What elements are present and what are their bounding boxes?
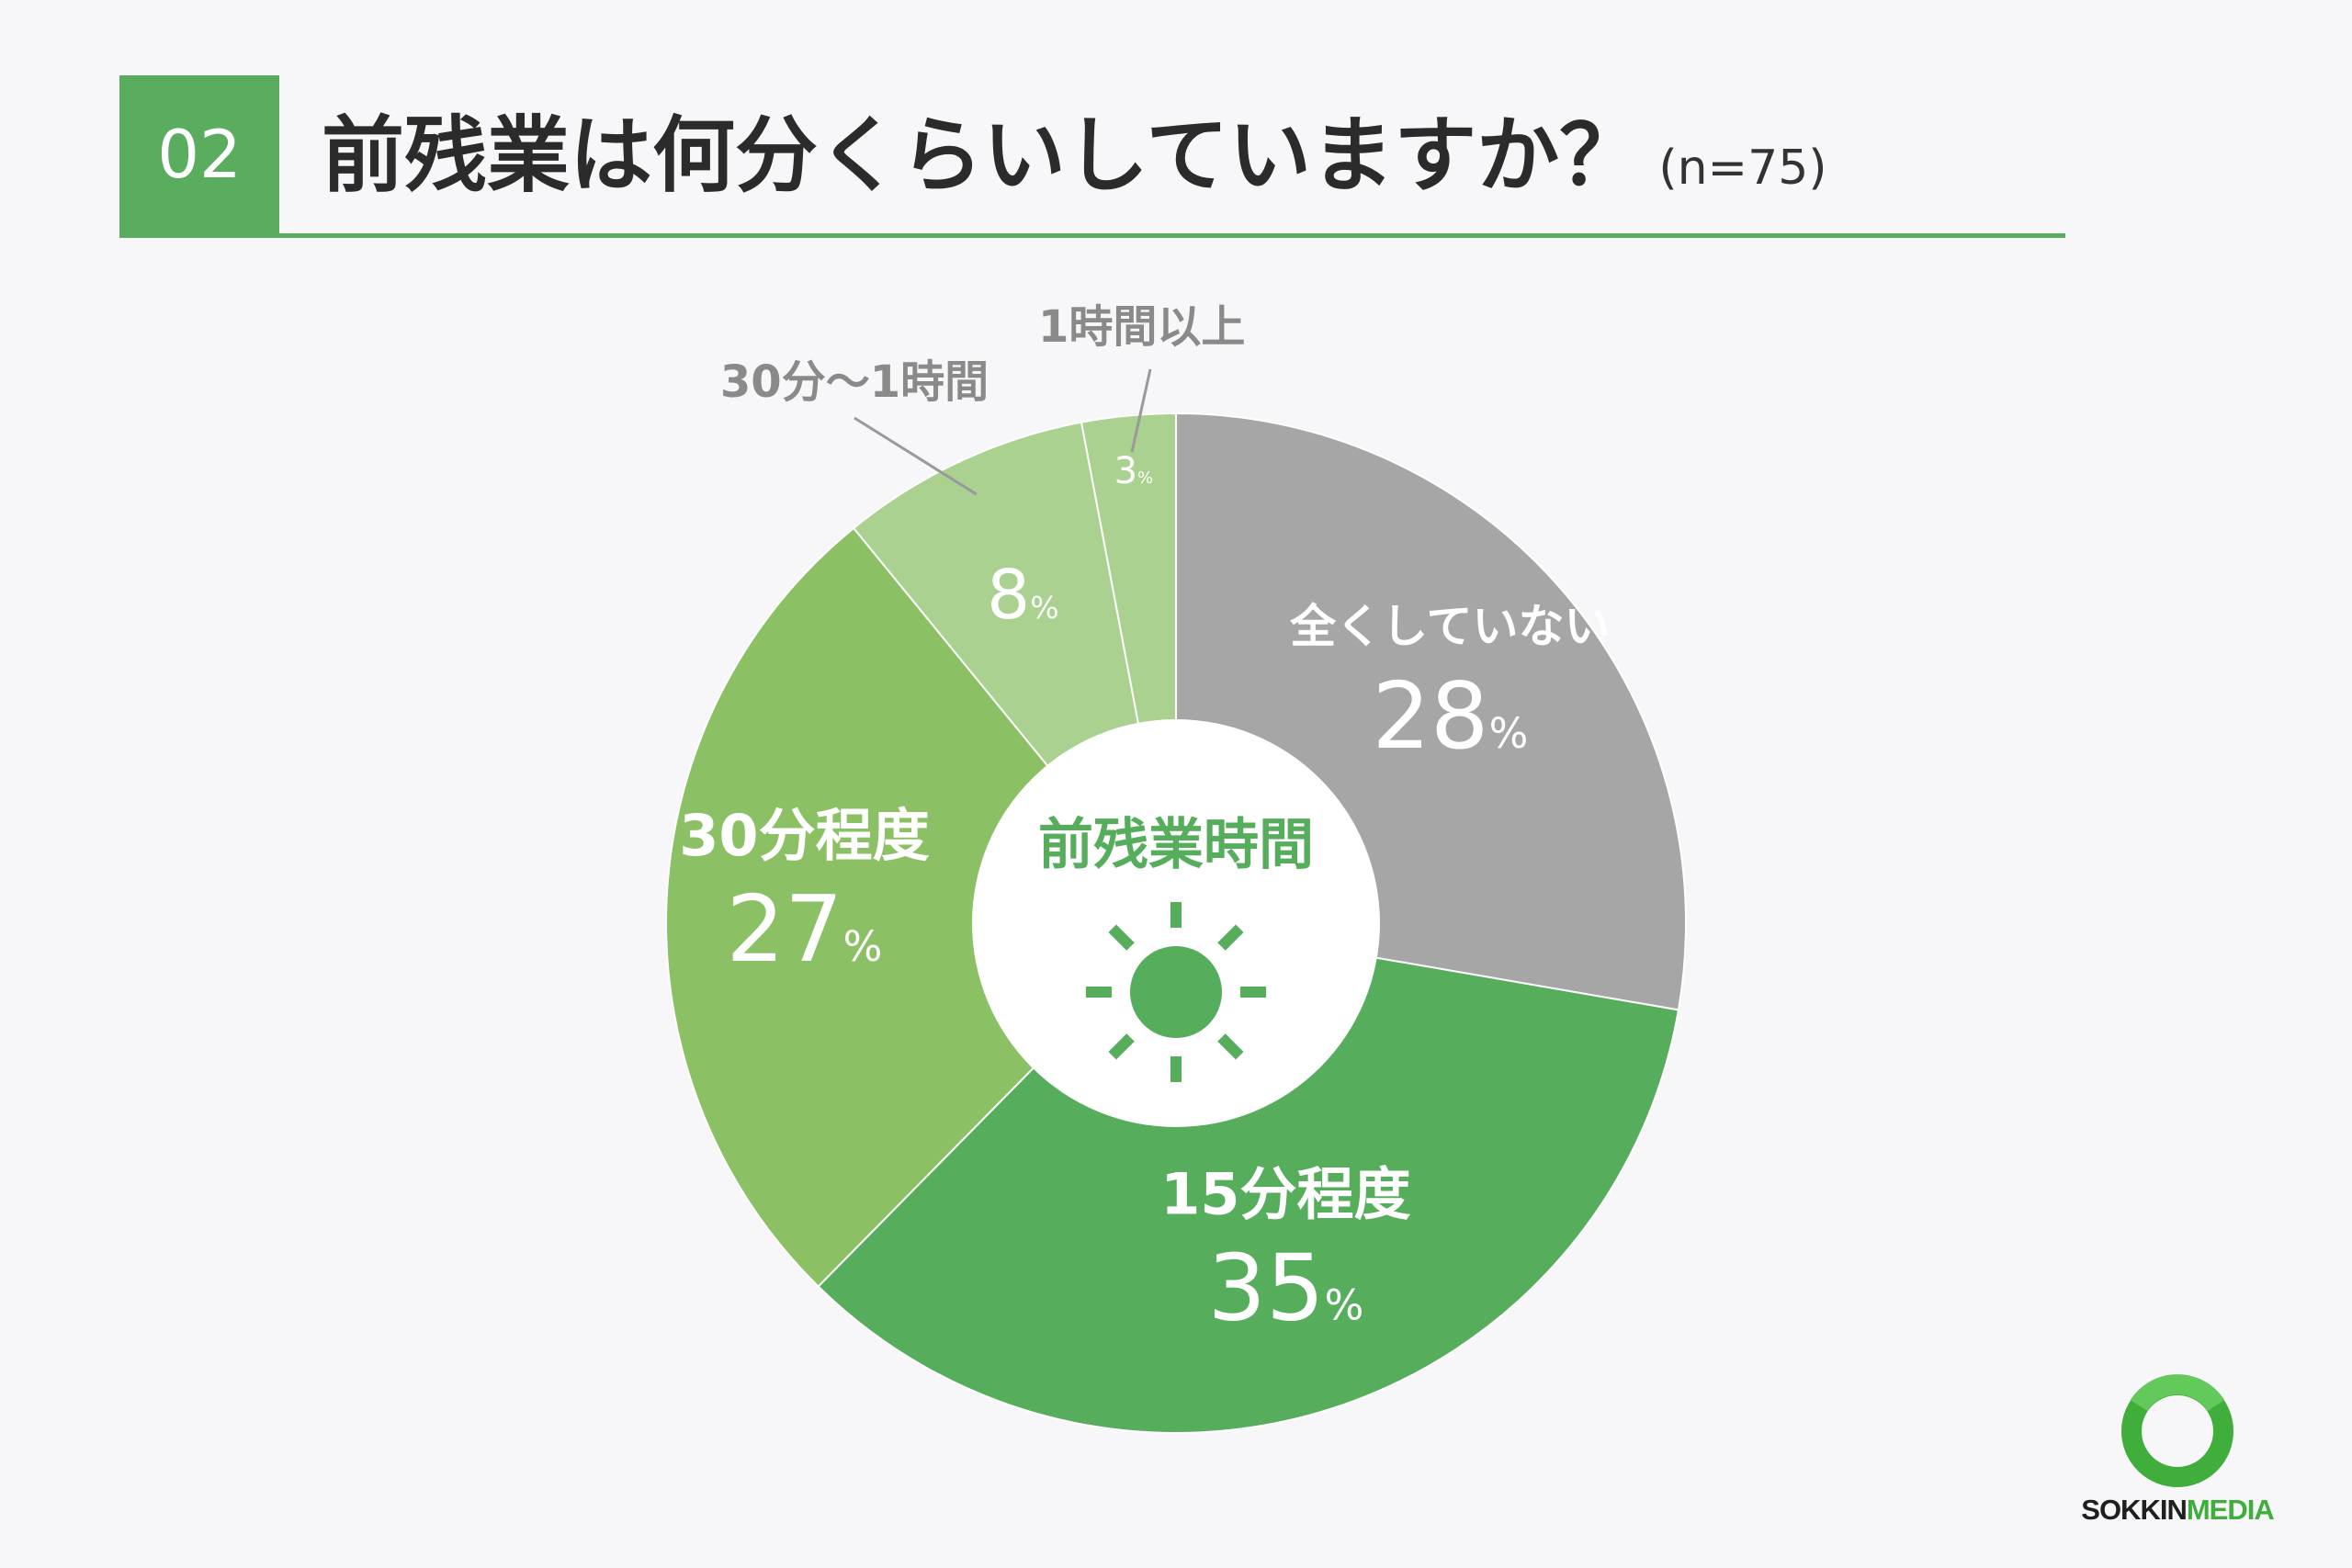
leader-line [854, 416, 978, 496]
slice-name-label: 30分程度 [679, 802, 929, 869]
slice-name-label: 30分〜1時間 [720, 356, 989, 408]
leader-line [1130, 368, 1152, 453]
sun-icon [1086, 902, 1266, 1082]
pie-slice [817, 921, 1680, 1434]
slice-name-label: 15分程度 [1160, 1160, 1410, 1227]
chart-title: 前残業は何分くらいしていますか？ (n=75) [322, 92, 1827, 220]
header-rule [119, 233, 2065, 238]
logo-text: SOKKINMEDIA [2081, 1494, 2274, 1526]
center-label: 前残業時間 [1038, 813, 1314, 877]
slice-value-label: 28% [1372, 662, 1528, 770]
slice-value-label: 8% [987, 556, 1058, 635]
sample-size: (n=75) [1658, 141, 1827, 196]
title-text: 前残業は何分くらいしていますか？ [322, 107, 1643, 204]
slice-name-label: 1時間以上 [1038, 301, 1245, 353]
logo-ring-icon [2121, 1374, 2233, 1487]
slice-value-label: 27% [726, 875, 882, 983]
slice-value-label: 3% [1114, 450, 1154, 492]
chart-header: 02 前残業は何分くらいしていますか？ (n=75) [119, 75, 2065, 238]
slice-value-label: 35% [1207, 1234, 1363, 1341]
question-number: 02 [119, 75, 279, 233]
sokkin-media-logo: SOKKINMEDIA [2058, 1369, 2297, 1534]
slice-name-label: 全くしていない [1289, 600, 1611, 653]
pie-slice [665, 526, 1178, 1288]
